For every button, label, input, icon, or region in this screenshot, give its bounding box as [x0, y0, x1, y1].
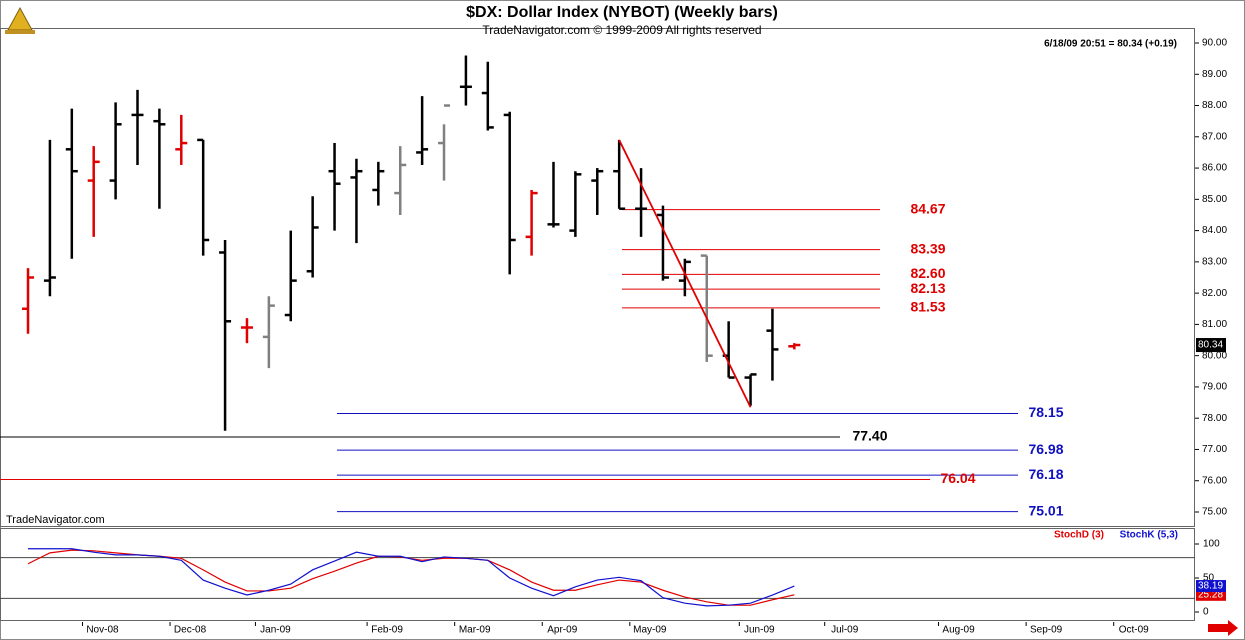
ohlc-bar	[788, 343, 801, 350]
y-tick-label: 85.00	[1202, 194, 1227, 205]
chart-subtitle: TradeNavigator.com © 1999-2009 All right…	[482, 23, 761, 37]
x-tick-label: Jul-09	[831, 625, 859, 636]
trendline	[618, 139, 752, 408]
level-label: 76.04	[940, 470, 975, 486]
level-label: 84.67	[910, 200, 945, 216]
y-tick-label: 88.00	[1202, 100, 1227, 111]
y-tick-label: 80.00	[1202, 350, 1227, 361]
ohlc-bar	[766, 308, 779, 381]
y-tick-label: 86.00	[1202, 163, 1227, 174]
ohlc-bar	[416, 96, 429, 165]
y-tick-label: 87.00	[1202, 131, 1227, 142]
legend-entry: StochD (3)	[1054, 530, 1104, 541]
y-tick-label: 79.00	[1202, 382, 1227, 393]
ohlc-bar	[569, 171, 582, 237]
y-tick-label: 82.00	[1202, 288, 1227, 299]
ohlc-bar	[109, 102, 122, 200]
ohlc-bar	[678, 258, 691, 297]
x-tick-label: Dec-08	[174, 625, 207, 636]
y-tick-label: 77.00	[1202, 444, 1227, 455]
level-label: 77.40	[852, 428, 887, 444]
stoch-last-label: 25.28	[1198, 589, 1223, 600]
x-tick-label: Jan-09	[260, 625, 291, 636]
ohlc-bar	[350, 158, 363, 244]
ohlc-bar	[197, 138, 210, 256]
y-tick-label: 89.00	[1202, 69, 1227, 80]
ohlc-bar	[503, 111, 516, 275]
level-label: 81.53	[910, 299, 945, 315]
ohlc-bar	[219, 239, 232, 431]
level-label: 82.60	[910, 265, 945, 281]
level-label: 76.18	[1028, 466, 1063, 482]
x-tick-label: Nov-08	[86, 625, 119, 636]
y-tick-label: 76.00	[1202, 475, 1227, 486]
y-tick-label: 78.00	[1202, 413, 1227, 424]
ohlc-bar	[547, 161, 560, 228]
level-label: 83.39	[910, 240, 945, 256]
y-tick-label: 50	[1203, 573, 1215, 584]
ohlc-bar	[284, 230, 297, 322]
ohlc-bar	[613, 139, 626, 210]
legend-entry: StochK (5,3)	[1120, 530, 1178, 541]
y-tick-label: 81.00	[1202, 319, 1227, 330]
ohlc-bar	[744, 373, 757, 406]
watermark: TradeNavigator.com	[6, 514, 105, 526]
x-tick-label: Sep-09	[1030, 625, 1063, 636]
ohlc-bar	[459, 55, 472, 106]
ohlc-bar	[153, 108, 166, 209]
ohlc-bar	[262, 296, 275, 369]
ohlc-bar	[22, 268, 35, 334]
ohlc-bar	[87, 146, 100, 237]
ohlc-bar	[635, 168, 648, 237]
last-price-label: 80.34	[1198, 340, 1223, 351]
stoch-last-box	[1196, 580, 1226, 593]
x-tick-label: Jun-09	[744, 625, 775, 636]
ohlc-bar	[525, 189, 538, 256]
level-label: 82.13	[910, 280, 945, 296]
x-tick-label: Aug-09	[942, 625, 975, 636]
ohlc-bar	[328, 143, 341, 231]
ohlc-bar	[43, 139, 56, 297]
y-tick-label: 0	[1203, 607, 1209, 618]
y-tick-label: 75.00	[1202, 507, 1227, 518]
x-tick-label: Apr-09	[547, 625, 577, 636]
stoch-last-label: 38.19	[1198, 581, 1223, 592]
logo	[5, 6, 35, 34]
level-label: 75.01	[1028, 502, 1063, 518]
y-tick-label: 83.00	[1202, 257, 1227, 268]
stoch-line	[28, 548, 795, 607]
ohlc-bar	[240, 318, 253, 344]
y-tick-label: 100	[1203, 539, 1220, 550]
stoch-panel	[0, 528, 1195, 621]
y-tick-label: 84.00	[1202, 225, 1227, 236]
last-price-box	[1196, 338, 1226, 353]
x-tick-label: May-09	[633, 625, 667, 636]
ohlc-bar	[394, 146, 407, 215]
ohlc-bar	[372, 161, 385, 206]
level-label: 76.98	[1028, 441, 1063, 457]
ohlc-bar	[175, 114, 188, 165]
ohlc-bar	[656, 205, 669, 281]
scroll-arrow[interactable]	[1208, 620, 1238, 636]
x-tick-label: Mar-09	[459, 625, 491, 636]
chart-title: $DX: Dollar Index (NYBOT) (Weekly bars)	[466, 4, 778, 21]
price-panel	[0, 28, 1195, 527]
ohlc-bar	[438, 104, 451, 181]
ohlc-bar	[700, 254, 713, 362]
level-label: 78.15	[1028, 404, 1063, 420]
y-tick-label: 90.00	[1202, 38, 1227, 49]
x-tick-label: Feb-09	[371, 625, 403, 636]
x-tick-label: Oct-09	[1119, 625, 1149, 636]
ohlc-bar	[591, 168, 604, 215]
ohlc-bar	[481, 61, 494, 131]
ohlc-bar	[131, 89, 144, 165]
quote: 6/18/09 20:51 = 80.34 (+0.19)	[1044, 39, 1177, 50]
ohlc-bar	[65, 108, 78, 259]
ohlc-bar	[306, 196, 319, 278]
